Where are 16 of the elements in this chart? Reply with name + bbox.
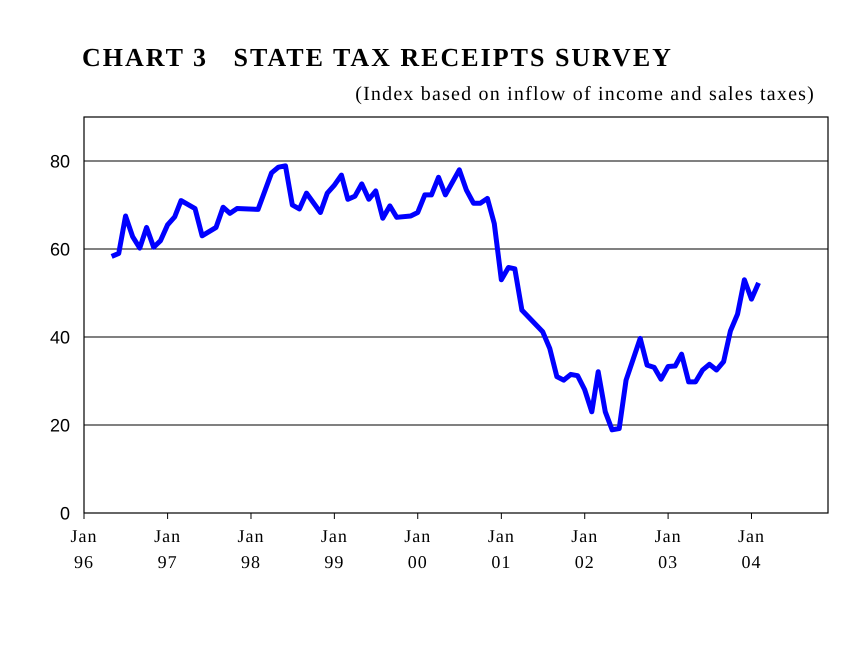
y-tick-label: 80 [50, 151, 70, 172]
x-tick-label: Jan 04 [738, 526, 765, 572]
y-tick-label: 40 [50, 327, 70, 348]
y-tick-label: 60 [50, 239, 70, 260]
x-tick-label: Jan 97 [154, 526, 182, 572]
chart-title: CHART 3 STATE TAX RECEIPTS SURVEY [82, 43, 673, 72]
x-tick-label: Jan 98 [237, 526, 264, 572]
x-tick-label: Jan 03 [654, 526, 682, 572]
x-tick-label: Jan 96 [70, 526, 98, 572]
x-tick-label: Jan 02 [571, 526, 598, 572]
chart-subtitle: (Index based on inflow of income and sales taxes) [355, 83, 815, 105]
y-tick-label: 20 [50, 415, 70, 436]
y-tick-label: 0 [60, 503, 70, 524]
x-tick-label: Jan 99 [320, 526, 348, 572]
x-tick-label: Jan 01 [488, 526, 515, 572]
x-tick-label: Jan 00 [404, 526, 432, 572]
